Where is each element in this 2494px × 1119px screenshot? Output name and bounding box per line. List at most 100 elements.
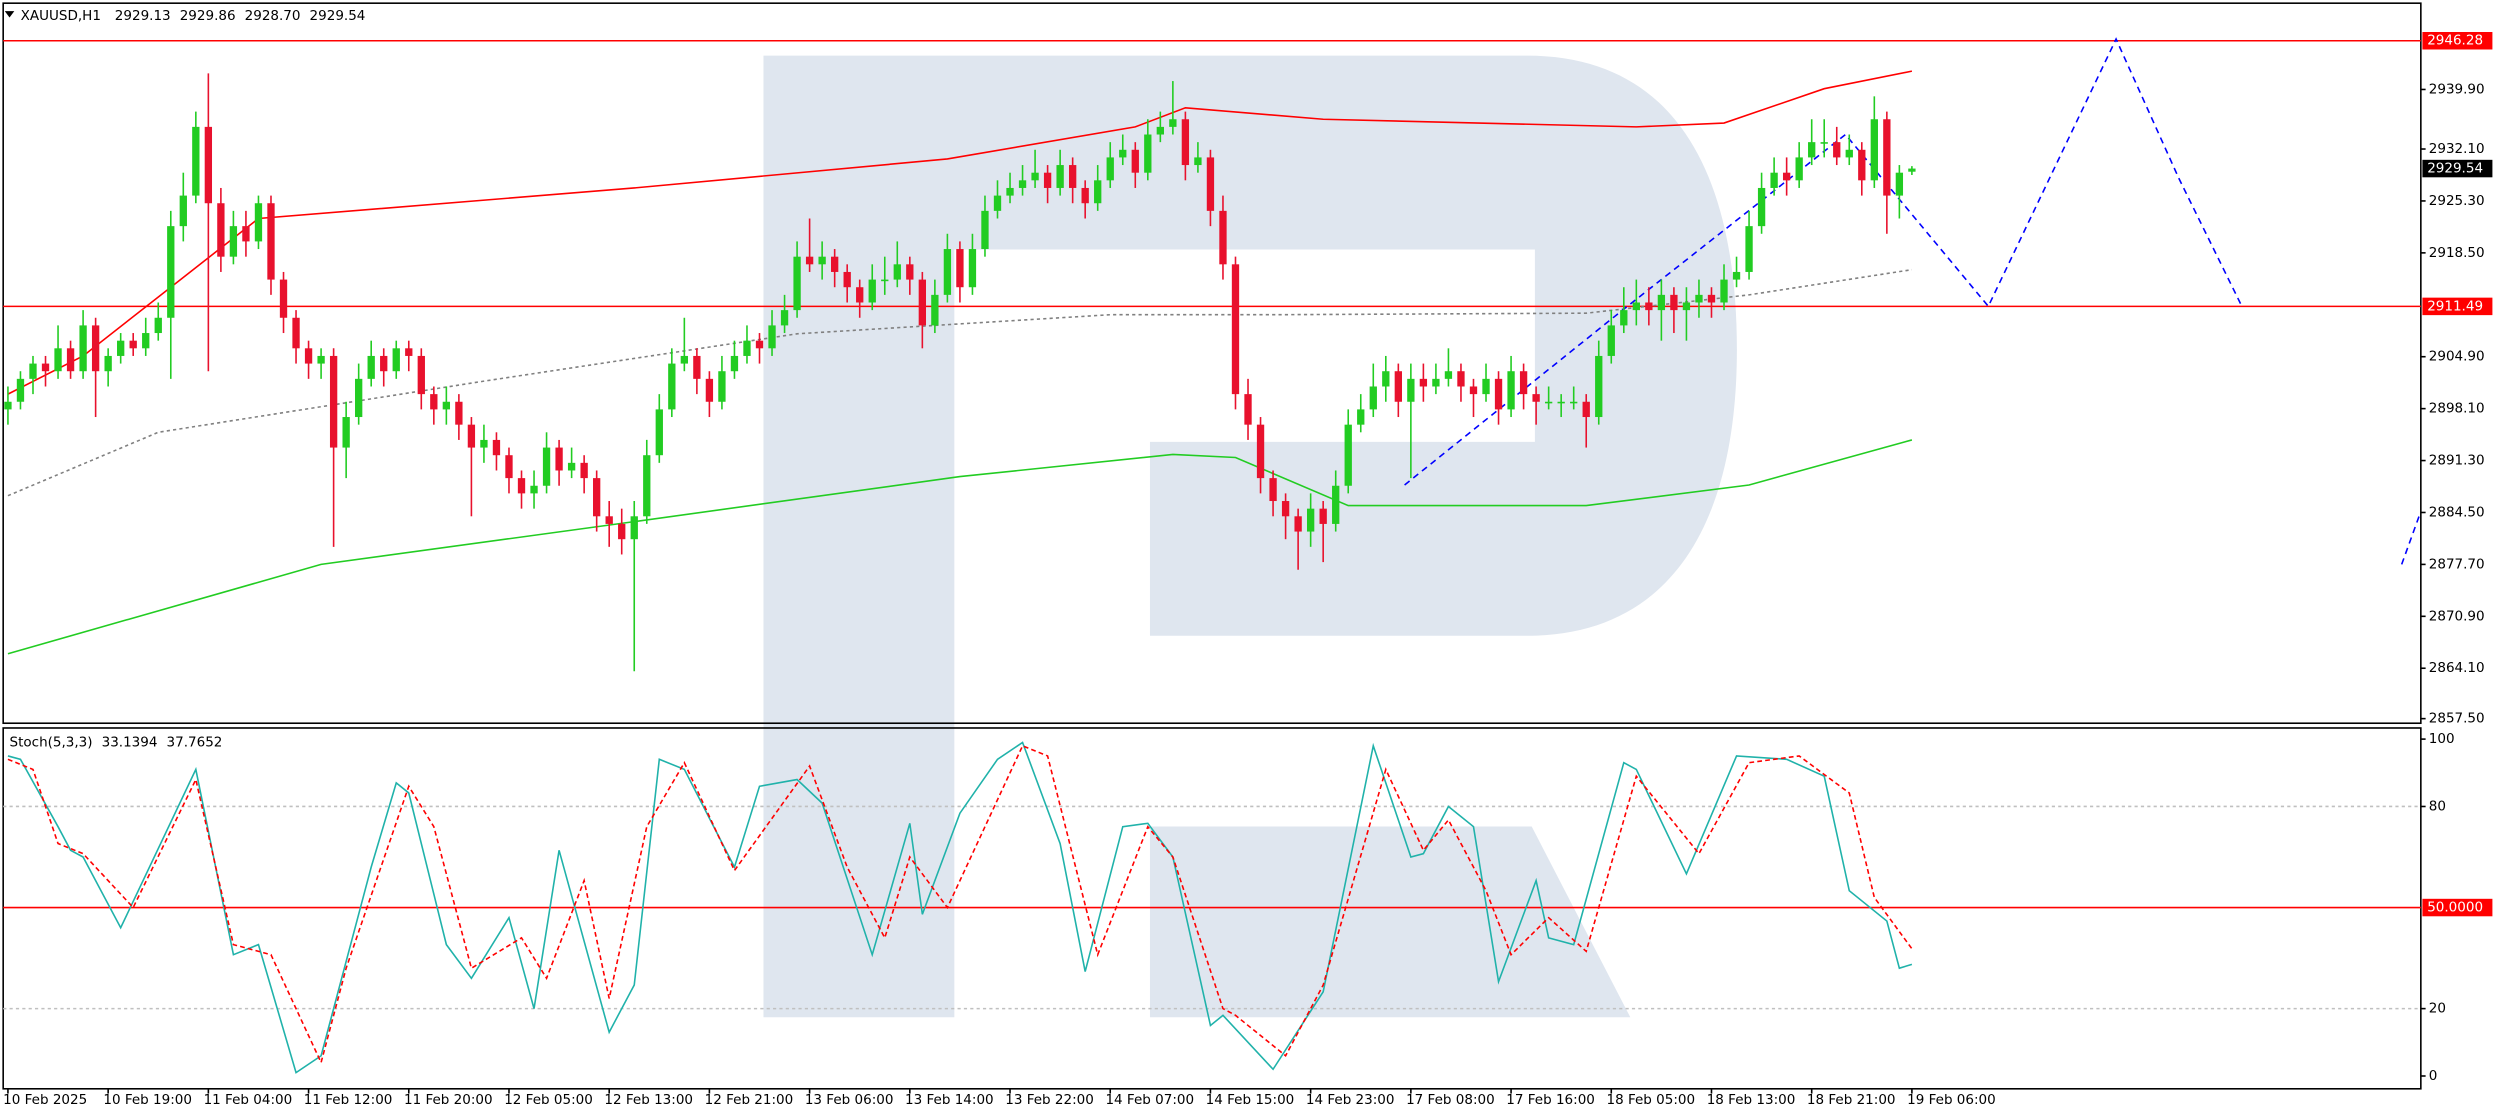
watermark-shape [1149,826,1631,1018]
candle-body [1795,157,1803,181]
candle-body [993,195,1002,211]
candle-body [1657,294,1666,311]
candle-body [54,348,62,372]
candle-body [981,210,989,250]
candle-body [1156,126,1164,135]
candle-body [780,310,789,326]
x-tick-label: 13 Feb 14:00 [905,1092,994,1108]
candle-body [1720,279,1728,303]
candle-body [1394,371,1402,402]
y-tick-label: 2939.90 [2429,81,2485,97]
candle-body [430,394,438,410]
level-label: 50.0000 [2427,900,2483,916]
candle-body [1031,172,1039,181]
candle-body [154,317,162,334]
candle-body [1845,149,1853,158]
candle-body [1231,264,1240,395]
candle-body [1106,157,1114,181]
stoch-signal-value: 37.7652 [167,734,223,750]
candle-body [1457,371,1465,387]
candle-body [1858,149,1866,181]
candle-body [655,409,663,456]
candle-body [1244,394,1252,425]
indicator-line [7,744,1913,1065]
y-tick-label: 2904.90 [2429,349,2485,365]
candle-body [918,279,927,326]
y-tick-label: 80 [2429,798,2446,814]
candle-body [881,279,889,282]
candle-body [1519,371,1528,395]
candle-body [304,348,313,364]
candle-body [1595,355,1603,418]
candle-body [342,417,350,448]
candle-body [530,485,538,494]
candle-body [1269,478,1277,502]
candle-body [768,325,776,349]
candle-body [355,378,363,418]
candle-body [380,355,388,372]
candle-body [492,439,501,456]
level-label: 2911.49 [2427,298,2483,314]
candle-body [718,371,726,402]
candle-body [730,355,739,372]
candle-body [1670,294,1678,311]
candle-body [1332,485,1340,524]
stoch-main-value: 33.1394 [102,734,158,750]
candle-body [1732,271,1741,280]
open-value: 2929.13 [115,8,171,24]
candle-body [417,355,425,395]
x-tick-label: 10 Feb 19:00 [103,1092,192,1108]
candle-body [455,401,463,425]
indicator-line [1404,37,2422,565]
x-tick-label: 14 Feb 23:00 [1306,1092,1395,1108]
x-tick-label: 17 Feb 16:00 [1506,1092,1595,1108]
candle-body [1494,378,1503,410]
candle-body [906,264,914,280]
candle-body [1119,149,1127,158]
candle-body [643,455,651,517]
y-tick-label: 2925.30 [2429,193,2485,209]
candle-body [1582,401,1590,418]
candle-body [217,203,225,257]
x-tick-label: 14 Feb 07:00 [1105,1092,1194,1108]
candle-body [743,340,751,356]
candle-body [1357,409,1365,425]
candle-body [1043,172,1052,188]
candle-body [517,478,526,494]
candle-body [1256,424,1265,479]
candle-body [593,478,601,517]
candle-body [442,401,451,410]
candle-body [1695,294,1703,303]
x-tick-label: 12 Feb 21:00 [705,1092,794,1108]
indicator-title: Stoch(5,3,3) [10,734,93,750]
candle-body [1382,371,1390,387]
high-value: 2929.86 [180,8,236,24]
candle-body [1068,165,1077,188]
price-label-bg [2422,159,2493,178]
candle-body [1144,134,1152,173]
candle-body [1018,180,1027,188]
y-tick-label: 2877.70 [2429,556,2485,572]
low-value: 2928.70 [245,8,301,24]
candle-body [16,378,25,402]
x-tick-label: 14 Feb 15:00 [1206,1092,1295,1108]
indicator-line [7,741,1913,1074]
header-arrow [4,11,15,18]
symbol: XAUUSD,H1 [21,8,101,24]
candle-body [1770,172,1778,188]
x-tick-label: 11 Feb 20:00 [404,1092,493,1108]
watermark [763,55,1737,1018]
candle-body [580,462,588,479]
candle-body [467,424,476,448]
candle-body [254,203,263,242]
candle-body [1181,119,1190,166]
candle-body [793,256,801,311]
candle-body [292,317,300,349]
watermark-shape [763,55,1737,1018]
panel-frame [2,2,2422,725]
candle-body [1306,508,1315,532]
level-label: 2946.28 [2427,33,2483,49]
y-tick-label: 2857.50 [2429,711,2485,727]
candle-body [1895,172,1904,196]
